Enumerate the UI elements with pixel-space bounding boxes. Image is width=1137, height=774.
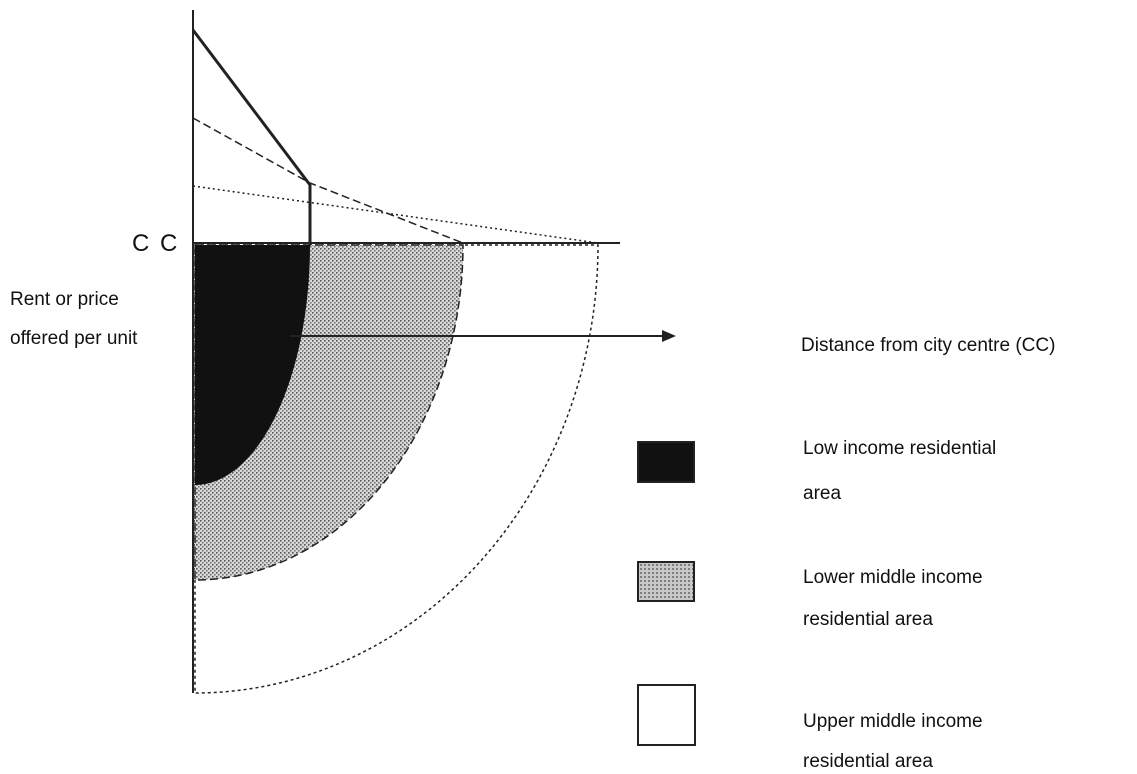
upper-middle-income-swatch bbox=[637, 684, 696, 746]
lower-middle-income-bid-rent-line bbox=[192, 117, 464, 244]
lower-middle-income-swatch bbox=[637, 561, 695, 602]
legend-lower-middle-income-line2: residential area bbox=[803, 609, 933, 630]
low-income-swatch bbox=[637, 441, 695, 483]
distance-axis-label: Distance from city centre (CC) bbox=[801, 335, 1056, 356]
low-income-zone bbox=[195, 245, 310, 485]
rent-axis-label-line1: Rent or price bbox=[10, 289, 119, 310]
legend-upper-middle-income-line2: residential area bbox=[803, 751, 933, 772]
legend-lower-middle-income-line1: Lower middle income bbox=[803, 567, 983, 588]
legend-low-income-line2: area bbox=[803, 483, 842, 504]
city-centre-label: C C bbox=[132, 230, 180, 257]
rent-axis-label-line2: offered per unit bbox=[10, 328, 138, 349]
upper-middle-income-bid-rent-line bbox=[192, 185, 599, 244]
low-income-bid-rent-line bbox=[191, 29, 312, 245]
legend-low-income-line1: Low income residential bbox=[803, 438, 997, 459]
distance-arrowhead bbox=[662, 330, 676, 342]
legend-upper-middle-income-line1: Upper middle income bbox=[803, 711, 983, 732]
